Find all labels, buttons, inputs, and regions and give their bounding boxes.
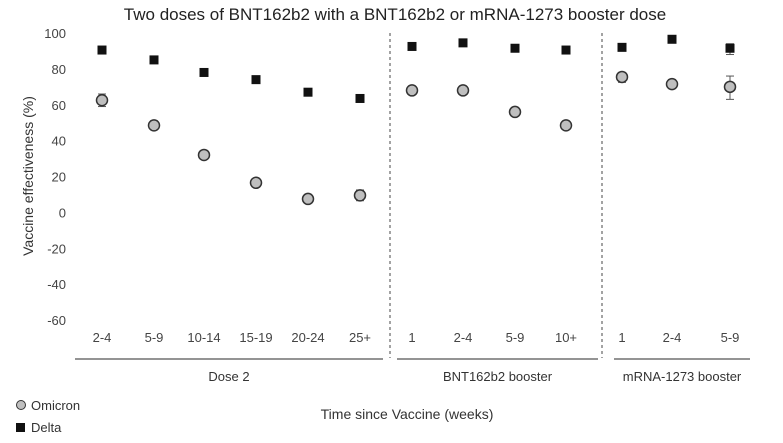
- omicron-point: [147, 119, 161, 132]
- x-axis-ticks: 2-4 5-9 10-14 15-19 20-24 25+ 1 2-4 5-9 10+ 1 2-4 5-…: [93, 330, 740, 345]
- omicron-point: [456, 84, 470, 97]
- delta-point: [97, 45, 107, 55]
- omicron-point: [353, 189, 367, 202]
- legend-item-delta: Delta: [16, 416, 80, 438]
- delta-point: [617, 42, 627, 52]
- delta-point: [725, 43, 735, 53]
- omicron-point: [508, 105, 522, 119]
- x-tick-label: 15-19: [239, 330, 272, 345]
- y-tick-label: 80: [52, 62, 66, 77]
- legend-label-delta: Delta: [31, 419, 62, 435]
- y-tick-label: -60: [47, 313, 66, 328]
- group-labels: Dose 2 BNT162b2 booster mRNA-1273 booster: [75, 358, 750, 384]
- omicron-point: [405, 84, 419, 97]
- omicron-point: [301, 192, 315, 206]
- delta-point: [199, 67, 209, 77]
- x-tick-label: 5-9: [721, 330, 740, 345]
- group-label: mRNA-1273 booster: [623, 369, 742, 384]
- delta-point: [251, 75, 261, 85]
- x-tick-label: 20-24: [291, 330, 324, 345]
- omicron-point: [615, 70, 629, 84]
- data-points: [95, 34, 737, 206]
- delta-point: [667, 34, 677, 44]
- y-tick-label: -20: [47, 241, 66, 256]
- omicron-marker-icon: [16, 400, 26, 410]
- delta-point: [561, 45, 571, 55]
- error-bars: [98, 37, 734, 204]
- y-tick-label: 100: [44, 26, 66, 41]
- omicron-point: [665, 77, 679, 91]
- x-tick-label: 5-9: [506, 330, 525, 345]
- x-tick-label: 5-9: [145, 330, 164, 345]
- legend: Omicron Delta: [16, 394, 80, 438]
- x-tick-label: 10+: [555, 330, 577, 345]
- y-axis-title: Vaccine effectiveness (%): [20, 96, 36, 256]
- delta-point: [407, 41, 417, 51]
- x-tick-label: 25+: [349, 330, 371, 345]
- delta-point: [510, 43, 520, 53]
- x-tick-label: 2-4: [93, 330, 112, 345]
- legend-item-omicron: Omicron: [16, 394, 80, 416]
- legend-label-omicron: Omicron: [31, 397, 81, 413]
- delta-point: [458, 38, 468, 48]
- y-tick-label: -40: [47, 277, 66, 292]
- group-label: Dose 2: [208, 369, 249, 384]
- omicron-point: [559, 119, 573, 132]
- omicron-point: [95, 94, 109, 107]
- y-tick-label: 0: [59, 205, 66, 220]
- y-tick-label: 40: [52, 134, 66, 149]
- group-label: BNT162b2 booster: [443, 369, 553, 384]
- x-axis-title: Time since Vaccine (weeks): [321, 406, 494, 422]
- x-tick-label: 2-4: [454, 330, 473, 345]
- group-separators: [389, 33, 603, 358]
- omicron-point: [723, 80, 737, 94]
- y-tick-label: 60: [52, 98, 66, 113]
- x-tick-label: 2-4: [663, 330, 682, 345]
- delta-point: [355, 93, 365, 103]
- chart-title: Two doses of BNT162b2 with a BNT162b2 or…: [124, 5, 666, 24]
- y-tick-label: 20: [52, 170, 66, 185]
- omicron-point: [197, 148, 211, 162]
- delta-point: [149, 55, 159, 65]
- delta-point: [303, 87, 313, 97]
- x-tick-label: 1: [408, 330, 415, 345]
- y-axis-ticks: 100 80 60 40 20 0 -20 -40 -60: [44, 26, 66, 328]
- x-tick-label: 10-14: [187, 330, 220, 345]
- x-tick-label: 1: [618, 330, 625, 345]
- omicron-point: [249, 176, 263, 190]
- delta-marker-icon: [16, 422, 25, 432]
